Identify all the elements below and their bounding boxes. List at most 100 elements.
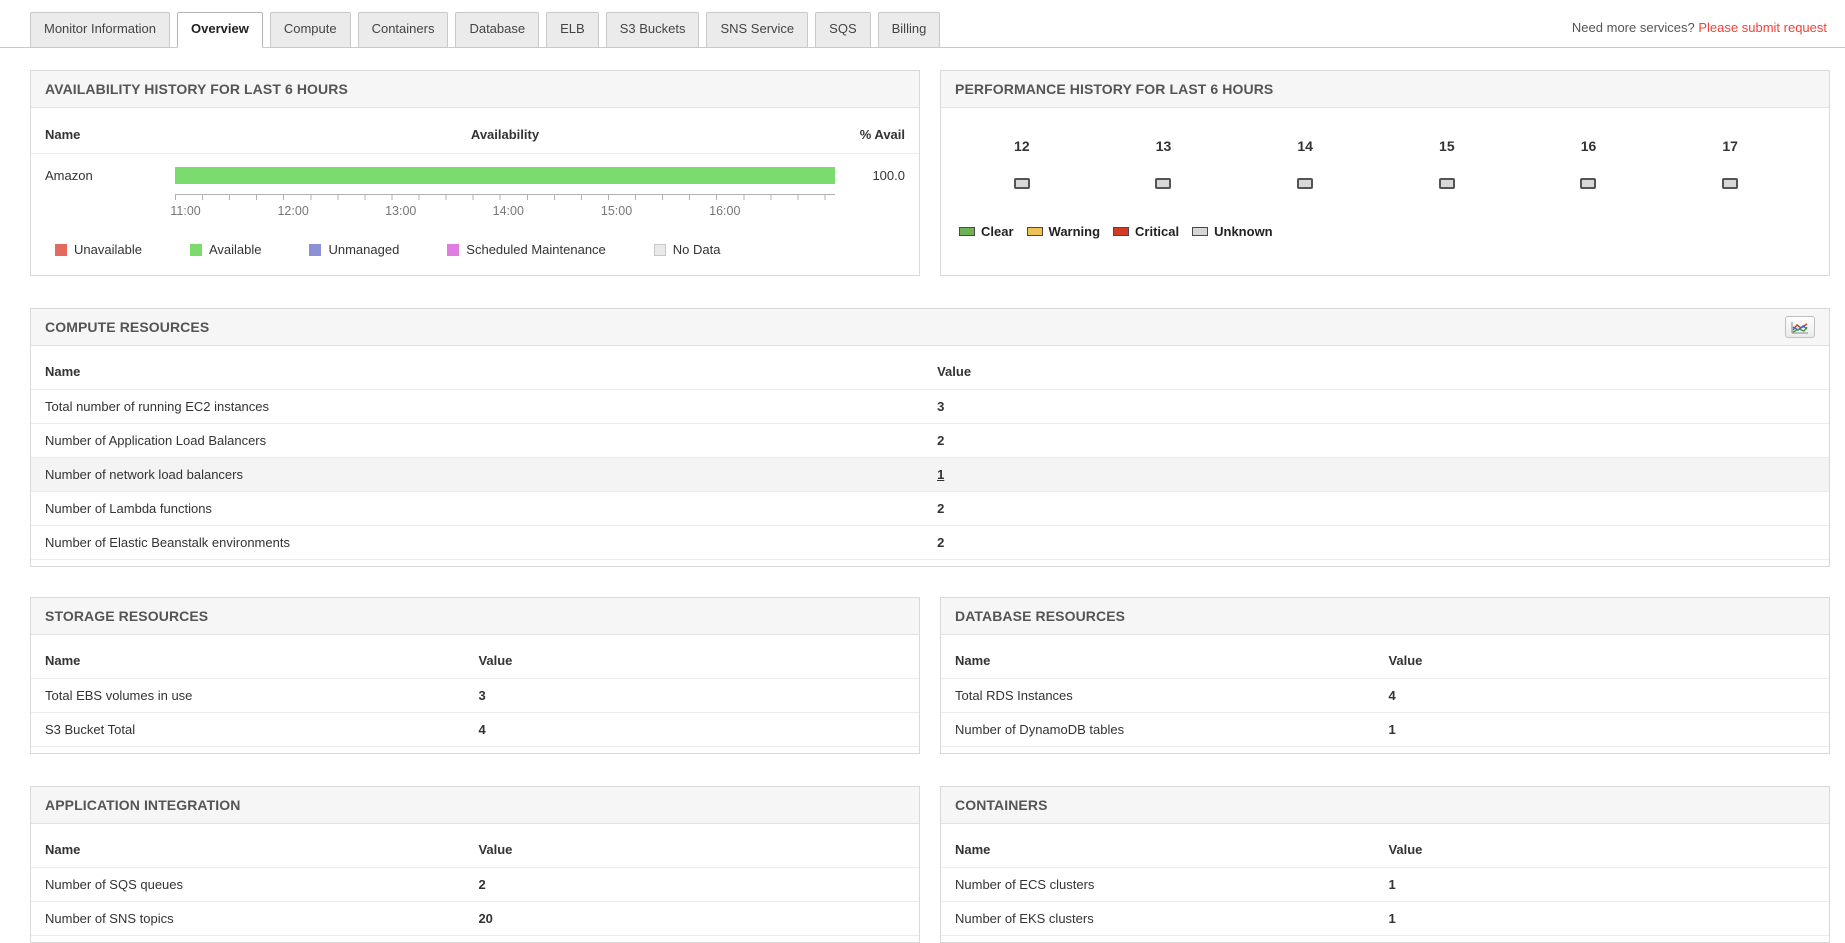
tab-sns-service[interactable]: SNS Service [706,12,809,48]
view-graphs-button[interactable] [1785,316,1815,338]
metric-value: 4 [478,722,486,737]
metric-name: Number of SQS queues [45,877,184,892]
compute-panel-title: COMPUTE RESOURCES [45,319,210,335]
metric-value: 2 [478,877,486,892]
legend-item-warning: Warning [1026,224,1101,239]
table-header-row: Name Value [31,346,1829,390]
tab-overview[interactable]: Overview [177,12,263,48]
availability-bar[interactable] [175,167,835,184]
metric-name: Number of ECS clusters [955,877,1095,892]
table-row: Total number of running EC2 instances 3 [31,390,1829,424]
status-unknown-icon[interactable] [1722,178,1739,189]
table-row: Number of SNS topics 20 [31,902,919,936]
status-unknown-icon[interactable] [1013,178,1030,189]
performance-legend: Clear Warning Critical Unknown [959,224,1829,239]
axis-tick-label: 14:00 [492,204,524,218]
metric-name: Number of Lambda functions [45,501,212,516]
unknown-swatch-icon [1192,227,1209,236]
status-unknown-icon[interactable] [1438,178,1455,189]
tab-compute[interactable]: Compute [269,12,351,48]
performance-panel-title: PERFORMANCE HISTORY FOR LAST 6 HOURS [955,81,1274,97]
col-name: Name [45,364,81,379]
hour-label: 14 [1297,138,1313,154]
tab-sqs[interactable]: SQS [815,12,871,48]
hour-label: 17 [1722,138,1738,154]
hour-column: 14 [1234,138,1376,194]
tab-database[interactable]: Database [455,12,540,48]
storage-table: Name Value Total EBS volumes in use 3 S3… [31,635,919,753]
table-header-row: Name Value [941,635,1829,679]
table-header-row: Name Value [941,824,1829,868]
table-row: Number of Lambda functions 2 [31,492,1829,526]
metric-name: S3 Bucket Total [45,722,136,737]
availability-panel-header: AVAILABILITY HISTORY FOR LAST 6 HOURS [31,71,919,108]
legend-item-available: Available [189,242,262,257]
legend-label: Available [208,242,262,257]
col-value: Value [1388,653,1423,668]
metric-value: 1 [1388,911,1396,926]
legend-label: Clear [981,224,1014,239]
need-more-text: Need more services? [1571,20,1695,35]
metric-value-link[interactable]: 1 [937,467,945,482]
availability-col-name: Name [45,127,81,142]
table-header-row: Name Value [31,824,919,868]
storage-panel-header: STORAGE RESOURCES [31,598,919,635]
availability-legend: Unavailable Available Unmanaged Schedule… [31,230,919,275]
availability-table-header: Name Availability % Avail [31,108,919,154]
axis-tick-label: 13:00 [385,204,417,218]
legend-item-unmanaged: Unmanaged [309,242,399,257]
app-integration-panel-header: APPLICATION INTEGRATION [31,787,919,824]
legend-label: Warning [1048,224,1101,239]
legend-label: Unavailable [74,242,142,257]
metric-value: 2 [937,501,945,516]
metric-name: Number of Application Load Balancers [45,433,267,448]
metric-name: Number of Elastic Beanstalk environments [45,535,290,550]
table-row: Number of ECS clusters 1 [941,868,1829,902]
hour-column: 13 [1093,138,1235,194]
status-unknown-icon[interactable] [1297,178,1314,189]
hour-column: 16 [1518,138,1660,194]
metric-value: 20 [478,911,493,926]
col-value: Value [478,653,513,668]
availability-panel-title: AVAILABILITY HISTORY FOR LAST 6 HOURS [45,81,348,97]
warning-swatch-icon [1026,227,1043,236]
status-unknown-icon[interactable] [1155,178,1172,189]
legend-item-scheduled-maintenance: Scheduled Maintenance [447,242,606,257]
availability-bar-region [175,167,835,184]
status-unknown-icon[interactable] [1580,178,1597,189]
tab-billing[interactable]: Billing [877,12,941,48]
compute-table: Name Value Total number of running EC2 i… [31,346,1829,566]
metric-name: Total EBS volumes in use [45,688,193,703]
table-row: S3 Bucket Total 4 [31,713,919,747]
axis-tick-label: 12:00 [277,204,309,218]
hour-label: 15 [1439,138,1455,154]
metric-name: Total RDS Instances [955,688,1073,703]
no-data-swatch-icon [653,243,666,256]
submit-request-link[interactable]: Please submit request [1698,20,1827,35]
availability-col-pct: % Avail [859,127,905,142]
app-integration-table: Name Value Number of SQS queues 2 Number… [31,824,919,942]
col-value: Value [937,364,972,379]
metric-value: 3 [937,399,945,414]
tab-s3-buckets[interactable]: S3 Buckets [605,12,700,48]
compute-panel-header: COMPUTE RESOURCES [31,309,1829,346]
hour-column: 12 [951,138,1093,194]
tab-elb[interactable]: ELB [546,12,599,48]
critical-swatch-icon [1113,227,1130,236]
clear-swatch-icon [959,227,975,236]
storage-panel-title: STORAGE RESOURCES [45,608,209,624]
col-value: Value [478,842,513,857]
performance-hour-grid: 12 13 14 15 16 [951,138,1801,194]
table-row-highlighted: Number of network load balancers 1 [31,458,1829,492]
availability-history-panel: AVAILABILITY HISTORY FOR LAST 6 HOURS Na… [30,70,920,276]
containers-panel: CONTAINERS Name Value Number of ECS clus… [940,786,1830,943]
tab-monitor-information[interactable]: Monitor Information [30,12,170,48]
database-resources-panel: DATABASE RESOURCES Name Value Total RDS … [940,597,1830,754]
line-chart-icon [1791,321,1808,333]
legend-item-unknown: Unknown [1192,224,1273,239]
legend-item-critical: Critical [1113,224,1179,239]
hour-column: 17 [1659,138,1801,194]
tab-strip: Monitor Information Overview Compute Con… [30,12,941,48]
metric-name: Total number of running EC2 instances [45,399,270,414]
tab-containers[interactable]: Containers [357,12,449,48]
